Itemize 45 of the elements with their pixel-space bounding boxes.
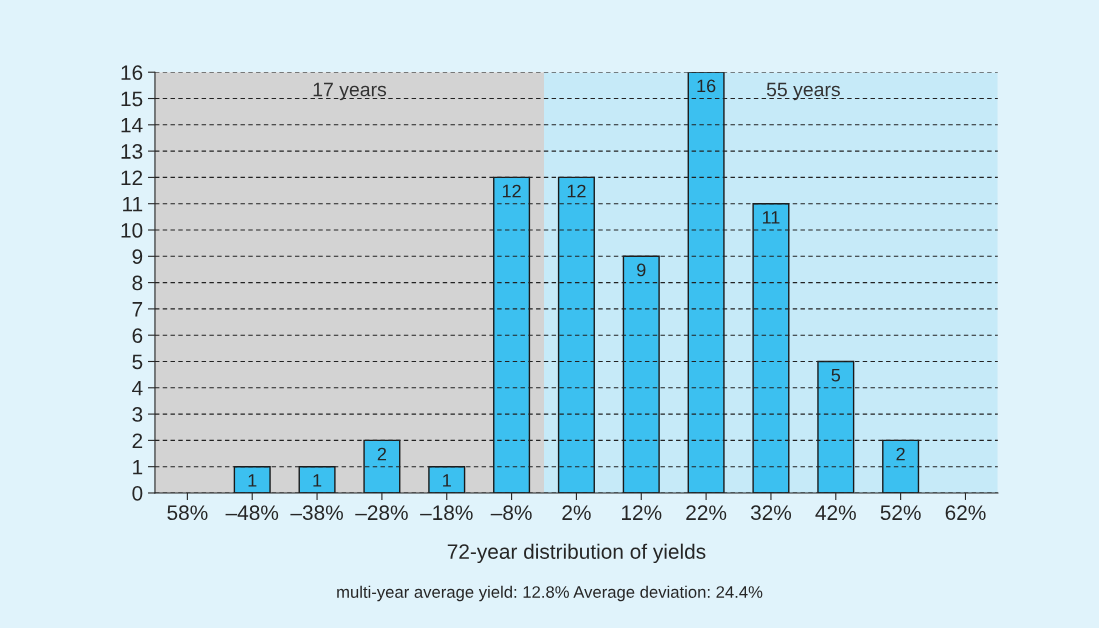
band-label: 55 years — [766, 82, 840, 101]
data-label: 12 — [502, 184, 521, 198]
data-label: 2 — [377, 447, 387, 461]
x-tick-label: –8% — [490, 505, 532, 521]
x-tick-label: –28% — [355, 505, 408, 521]
text: multi-year average yield: 12.8% Average deviation: 24.4% — [337, 585, 763, 602]
y-tick-label: 13 — [121, 144, 143, 159]
x-tick-label: –38% — [290, 505, 343, 521]
y-tick-label: 9 — [132, 249, 143, 265]
data-label: 9 — [637, 263, 646, 277]
y-tick-label: 15 — [121, 91, 143, 107]
y-tick-label: 14 — [121, 118, 143, 133]
y-tick-label: 12 — [121, 170, 143, 185]
y-tick-label: 8 — [132, 275, 143, 291]
y-tick-label: 10 — [121, 223, 143, 238]
x-tick-label: 22% — [686, 505, 727, 521]
x-axis-title: 72-year distribution of yields — [447, 543, 706, 564]
y-tick-label: 5 — [132, 354, 143, 370]
data-label: 11 — [762, 211, 780, 224]
x-tick-label: 12% — [622, 505, 662, 521]
x-tick-label: 52% — [880, 505, 921, 521]
y-tick-label: 16 — [121, 65, 143, 80]
data-label: 1 — [248, 474, 257, 487]
y-tick-label: 2 — [132, 433, 143, 448]
y-tick-label: 6 — [132, 328, 143, 343]
x-tick-label: –48% — [225, 505, 279, 521]
y-tick-label: 3 — [132, 407, 143, 422]
y-tick-label: 0 — [132, 485, 143, 501]
x-tick-label: 42% — [815, 505, 856, 521]
x-tick-label: 58% — [167, 505, 208, 521]
x-tick-label: 2% — [562, 505, 591, 521]
y-tick-label: 7 — [132, 302, 143, 317]
x-tick-label: 32% — [750, 505, 792, 521]
y-tick-label: 11 — [123, 196, 143, 212]
data-label: 16 — [697, 79, 716, 93]
y-tick-label: 1 — [133, 459, 143, 475]
band-label: 17 years — [313, 82, 387, 101]
x-tick-label: –18% — [420, 505, 473, 521]
data-label: 2 — [896, 447, 905, 461]
x-tick-label: 62% — [945, 505, 986, 521]
data-label: 12 — [567, 184, 586, 198]
y-tick-label: 4 — [132, 381, 143, 396]
data-label: 1 — [443, 474, 451, 487]
data-label: 5 — [831, 368, 841, 382]
data-label: 1 — [313, 474, 322, 487]
